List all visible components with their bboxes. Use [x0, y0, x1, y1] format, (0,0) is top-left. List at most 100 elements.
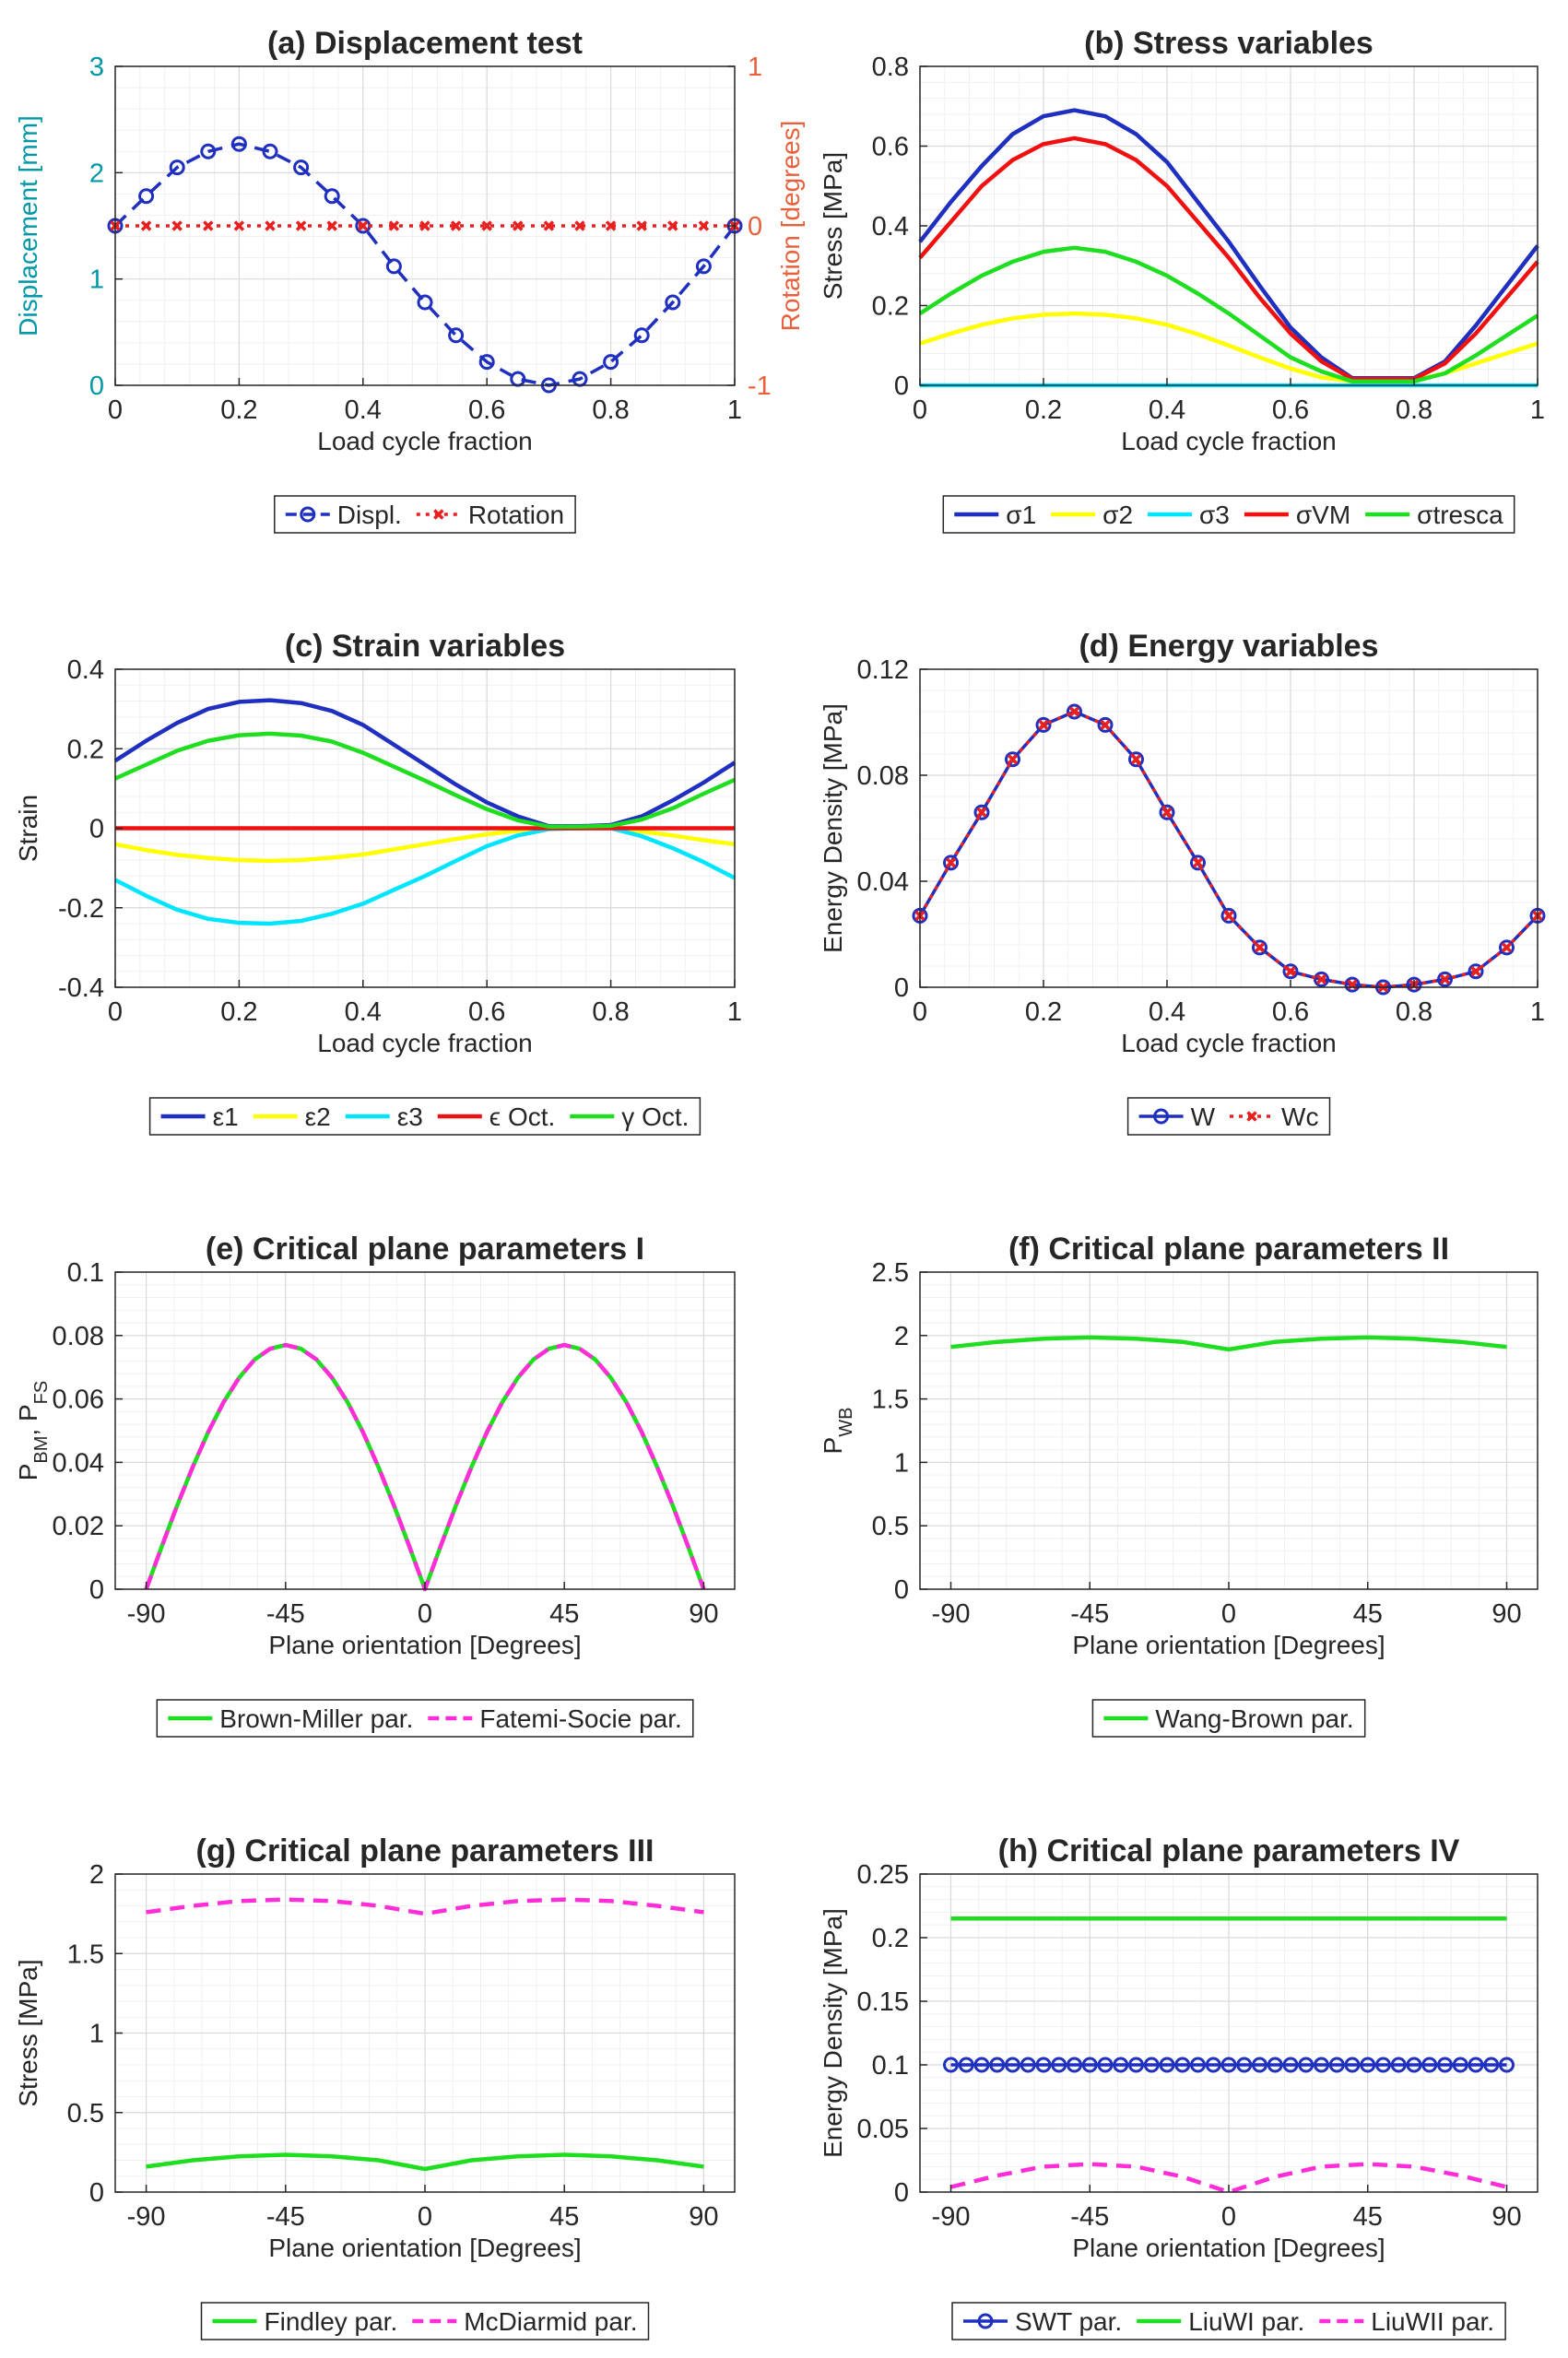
legend-label: Displ. — [337, 501, 402, 529]
y-tick-label: 0.06 — [53, 1385, 104, 1415]
series-line-1 — [918, 710, 1539, 989]
x-axis-label: Plane orientation [Degrees] — [1072, 1631, 1385, 1659]
data-point — [481, 220, 492, 231]
legend-item: Findley par. — [212, 2307, 398, 2336]
x-axis-label: Load cycle fraction — [317, 1029, 532, 1057]
legend-box — [951, 2302, 1506, 2340]
data-point — [1005, 2057, 1020, 2073]
data-point — [1439, 973, 1451, 985]
y-axis-label: Energy Density [MPa] — [819, 1908, 847, 2158]
chart-title: (g) Critical plane parameters III — [196, 1833, 654, 1869]
data-point — [1005, 751, 1020, 768]
x-tick-label: 0.4 — [1149, 997, 1185, 1027]
data-point — [1190, 855, 1206, 871]
data-point — [1452, 2057, 1468, 2073]
data-point — [295, 220, 307, 231]
data-point — [603, 354, 619, 371]
data-point — [1406, 2057, 1422, 2073]
data-point — [385, 258, 402, 275]
x-tick-label: 90 — [689, 2202, 718, 2232]
data-point — [1143, 2057, 1160, 2073]
legend: SWT par. LiuWI par. LiuWII par. — [951, 2302, 1506, 2340]
data-point — [665, 294, 681, 311]
data-point — [1499, 2057, 1515, 2073]
grid — [919, 65, 1539, 386]
y-tick-label: -0.2 — [58, 894, 104, 924]
legend-item: ε2 — [253, 1102, 331, 1131]
legend-marker — [977, 2313, 994, 2329]
x-tick-label: -45 — [266, 2202, 305, 2232]
x-tick-label: 0.2 — [220, 997, 257, 1027]
chart-title: (c) Strain variables — [285, 629, 565, 664]
x-tick-label: 45 — [549, 1599, 579, 1629]
legend: Wang-Brown par. — [1091, 1699, 1366, 1738]
data-point — [1421, 2057, 1438, 2073]
x-tick-label: -90 — [932, 2202, 971, 2232]
legend-label: σtresca — [1417, 501, 1503, 529]
y-tick-label: 0.25 — [857, 1860, 909, 1890]
chart-title: (a) Displacement test — [267, 26, 583, 61]
x-tick-label: 1 — [727, 997, 742, 1027]
chart-title: (e) Critical plane parameters I — [206, 1232, 644, 1267]
x-tick-label: 45 — [1353, 2202, 1383, 2232]
legend: W Wc — [1126, 1097, 1331, 1136]
x-tick-label: 0.4 — [1149, 395, 1185, 425]
data-point — [1328, 2057, 1345, 2073]
legend-label: Wc — [1281, 1102, 1318, 1131]
data-point — [1282, 963, 1299, 980]
data-point — [203, 220, 214, 231]
y-tick-label: 1.5 — [67, 1939, 104, 1969]
data-point — [1314, 2057, 1329, 2073]
data-point — [1236, 2057, 1253, 2073]
y-tick-label: 0 — [894, 973, 909, 1003]
data-point — [358, 220, 369, 231]
data-point — [262, 143, 278, 159]
legend-label: Brown-Miller par. — [219, 1704, 413, 1733]
data-point — [138, 188, 155, 205]
data-point — [324, 188, 340, 205]
data-point — [1068, 706, 1080, 717]
y-axis-label-part: BM — [31, 1436, 52, 1464]
legend-label: γ Oct. — [621, 1102, 689, 1131]
data-point — [1128, 751, 1144, 768]
series-line-0 — [113, 698, 737, 829]
data-point — [1100, 719, 1111, 731]
data-point — [945, 857, 957, 868]
x-tick-label: -45 — [266, 1599, 305, 1629]
y-axis-label-part: , P — [14, 1404, 42, 1435]
y2-axis-label: Rotation [degrees] — [776, 121, 805, 332]
series-line-4 — [114, 731, 736, 830]
y-tick-label: 2 — [89, 1860, 104, 1890]
legend-label: LiuWII par. — [1371, 2307, 1494, 2336]
x-tick-label: -45 — [1070, 2202, 1109, 2232]
legend: Brown-Miller par. Fatemi-Socie par. — [156, 1699, 694, 1738]
y-tick-label: 0.4 — [872, 212, 909, 242]
data-point — [1190, 2057, 1206, 2073]
data-point — [388, 220, 400, 231]
series-line-2 — [113, 826, 737, 926]
x-axis-label: Plane orientation [Degrees] — [1072, 2234, 1385, 2262]
data-point — [1035, 2057, 1052, 2073]
chart-e: -90 -45 0 45 90 0 0.02 0.04 0.06 0.08 0.1 (e) Criti… — [14, 1232, 736, 1738]
data-point — [1501, 942, 1513, 953]
y-tick-label: 0 — [894, 1575, 909, 1605]
x-tick-label: 0.8 — [592, 997, 629, 1027]
legend-label: Wang-Brown par. — [1155, 1704, 1353, 1733]
data-point — [1483, 2057, 1500, 2073]
data-point — [1344, 2057, 1361, 2073]
y-tick-label: 1 — [894, 1448, 909, 1478]
y-axis-label-part: P — [14, 1464, 42, 1481]
x-tick-label: -90 — [127, 2202, 166, 2232]
legend-label: σ3 — [1199, 501, 1230, 529]
legend-item: Fatemi-Socie par. — [428, 1704, 682, 1733]
y-axis-label-part: FS — [31, 1381, 52, 1405]
legend-box — [1126, 1097, 1331, 1136]
x-tick-label: 90 — [1491, 2202, 1521, 2232]
x-tick-label: 0.6 — [468, 395, 505, 425]
y-tick-label: 2.5 — [872, 1258, 909, 1288]
legend-label: Findley par. — [265, 2307, 398, 2336]
x-tick-label: 0 — [913, 997, 927, 1027]
data-point — [543, 220, 555, 231]
data-point — [1285, 966, 1296, 977]
y-axis-label-part: P — [819, 1437, 847, 1455]
